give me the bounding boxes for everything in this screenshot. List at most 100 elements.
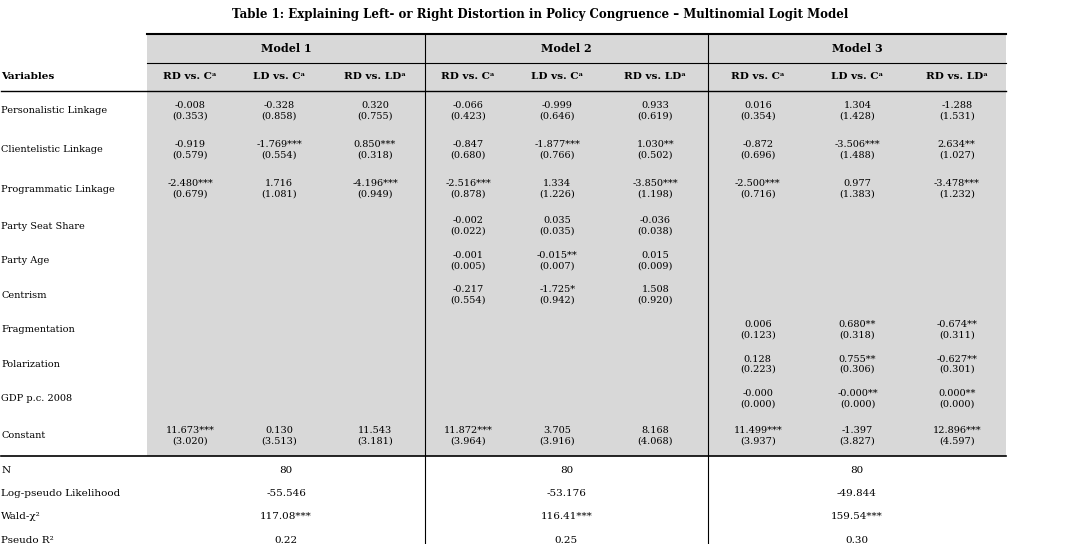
Text: -3.850***
(1.198): -3.850*** (1.198)	[632, 180, 678, 199]
Text: 0.680**
(0.318): 0.680** (0.318)	[839, 320, 877, 339]
Bar	[147, 381, 233, 416]
Bar	[511, 347, 603, 381]
Text: -0.000
(0.000): -0.000 (0.000)	[740, 389, 775, 409]
Bar	[907, 278, 1006, 312]
Text: -1.769***
(0.554): -1.769*** (0.554)	[256, 140, 302, 159]
Bar	[907, 91, 1006, 130]
Text: Wald-χ²: Wald-χ²	[1, 512, 41, 522]
Bar	[808, 347, 907, 381]
Bar	[325, 347, 425, 381]
Text: -1.877***
(0.766): -1.877*** (0.766)	[534, 140, 580, 159]
Text: 0.128
(0.223): 0.128 (0.223)	[739, 355, 776, 374]
Bar	[708, 278, 808, 312]
Bar	[603, 312, 708, 347]
Bar	[511, 169, 603, 209]
Bar	[808, 312, 907, 347]
Text: -0.008
(0.353): -0.008 (0.353)	[172, 101, 208, 120]
Text: -0.674**
(0.311): -0.674** (0.311)	[936, 320, 977, 339]
Bar	[425, 209, 511, 243]
Text: LD vs. Cᵃ: LD vs. Cᵃ	[253, 72, 305, 81]
Bar	[325, 169, 425, 209]
Text: -2.500***
(0.716): -2.500*** (0.716)	[735, 180, 780, 199]
Bar	[425, 169, 511, 209]
Bar	[603, 63, 708, 91]
Bar	[233, 91, 325, 130]
Bar	[147, 312, 233, 347]
Bar	[511, 278, 603, 312]
Text: 0.130
(3.513): 0.130 (3.513)	[262, 426, 297, 446]
Bar	[425, 34, 708, 63]
Bar	[603, 278, 708, 312]
Text: -2.480***
(0.679): -2.480*** (0.679)	[168, 180, 213, 199]
Text: 0.035
(0.035): 0.035 (0.035)	[539, 217, 575, 236]
Bar	[147, 169, 233, 209]
Text: 80: 80	[851, 466, 864, 475]
Text: 0.850***
(0.318): 0.850*** (0.318)	[353, 140, 396, 159]
Text: 0.755**
(0.306): 0.755** (0.306)	[839, 355, 877, 374]
Text: GDP p.c. 2008: GDP p.c. 2008	[1, 394, 72, 404]
Text: Polarization: Polarization	[1, 360, 61, 369]
Bar	[233, 416, 325, 455]
Text: 1.716
(1.081): 1.716 (1.081)	[262, 180, 297, 199]
Text: 2.634**
(1.027): 2.634** (1.027)	[938, 140, 975, 159]
Bar	[233, 130, 325, 169]
Bar	[603, 381, 708, 416]
Bar	[511, 312, 603, 347]
Bar	[708, 243, 808, 278]
Text: 1.304
(1.428): 1.304 (1.428)	[840, 101, 876, 120]
Text: -55.546: -55.546	[266, 490, 306, 498]
Text: 0.25: 0.25	[555, 535, 578, 544]
Bar	[147, 130, 233, 169]
Bar	[325, 130, 425, 169]
Bar	[1, 312, 147, 347]
Text: Log-pseudo Likelihood: Log-pseudo Likelihood	[1, 490, 121, 498]
Bar	[1, 209, 147, 243]
Bar	[233, 63, 325, 91]
Bar	[425, 130, 511, 169]
Text: 0.933
(0.619): 0.933 (0.619)	[638, 101, 673, 120]
Text: 0.320
(0.755): 0.320 (0.755)	[357, 101, 392, 120]
Text: 11.673***
(3.020): 11.673*** (3.020)	[165, 426, 214, 446]
Text: -0.002
(0.022): -0.002 (0.022)	[451, 217, 486, 236]
Bar	[708, 381, 808, 416]
Text: 0.016
(0.354): 0.016 (0.354)	[740, 101, 775, 120]
Bar	[147, 416, 233, 455]
Text: 3.705
(3.916): 3.705 (3.916)	[539, 426, 575, 446]
Bar	[808, 130, 907, 169]
Bar	[603, 209, 708, 243]
Text: 117.08***: 117.08***	[261, 512, 312, 522]
Bar	[708, 312, 808, 347]
Bar	[808, 381, 907, 416]
Bar	[147, 278, 233, 312]
Text: 0.30: 0.30	[845, 535, 868, 544]
Text: -0.872
(0.696): -0.872 (0.696)	[740, 140, 775, 159]
Bar	[1, 347, 147, 381]
Bar	[708, 347, 808, 381]
Bar	[907, 312, 1006, 347]
Text: -0.919
(0.579): -0.919 (0.579)	[172, 140, 208, 159]
Bar	[1, 459, 1006, 483]
Bar	[147, 63, 233, 91]
Bar	[325, 278, 425, 312]
Text: 0.977
(1.383): 0.977 (1.383)	[840, 180, 876, 199]
Bar	[907, 209, 1006, 243]
Text: 11.499***
(3.937): 11.499*** (3.937)	[733, 426, 783, 446]
Bar	[907, 347, 1006, 381]
Text: N: N	[1, 466, 11, 475]
Bar	[425, 278, 511, 312]
Bar	[425, 312, 511, 347]
Text: Clientelistic Linkage: Clientelistic Linkage	[1, 145, 103, 154]
Text: 1.334
(1.226): 1.334 (1.226)	[539, 180, 575, 199]
Text: 1.030**
(0.502): 1.030** (0.502)	[637, 140, 675, 159]
Text: 80: 80	[560, 466, 573, 475]
Bar	[147, 91, 233, 130]
Text: RD vs. LDᵃ: RD vs. LDᵃ	[344, 72, 406, 81]
Bar	[708, 209, 808, 243]
Text: -0.217
(0.554): -0.217 (0.554)	[451, 286, 486, 305]
Bar	[511, 63, 603, 91]
Bar	[325, 63, 425, 91]
Text: Fragmentation: Fragmentation	[1, 325, 76, 334]
Text: RD vs. LDᵃ: RD vs. LDᵃ	[625, 72, 686, 81]
Text: RD vs. LDᵃ: RD vs. LDᵃ	[925, 72, 988, 81]
Bar	[1, 529, 1006, 544]
